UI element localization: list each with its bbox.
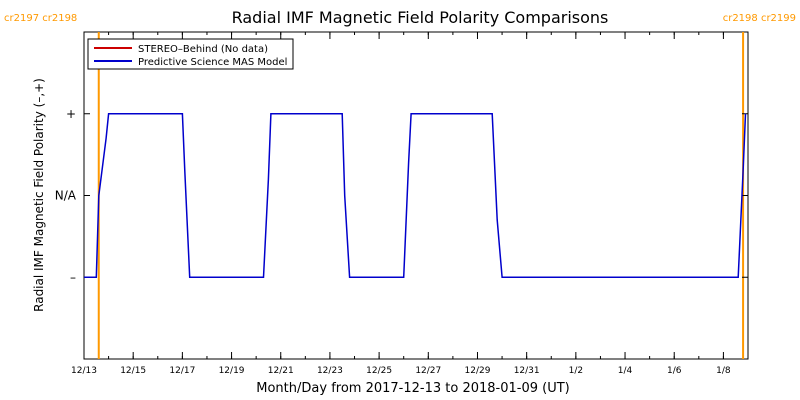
legend-label-mas-model: Predictive Science MAS Model xyxy=(138,57,287,68)
series-layer xyxy=(84,113,747,279)
x-tick-label: 12/17 xyxy=(169,366,195,376)
y-axis: + N/A – xyxy=(55,107,748,284)
x-tick-label: 12/29 xyxy=(465,366,491,376)
x-axis-label: Month/Day from 2017-12-13 to 2018-01-09 … xyxy=(256,381,569,396)
legend-box xyxy=(87,38,294,70)
x-tick-label: 1/4 xyxy=(618,366,633,376)
x-tick-label: 1/2 xyxy=(569,366,583,376)
x-tick-label: 12/23 xyxy=(317,366,343,376)
x-tick-label: 12/21 xyxy=(268,366,294,376)
x-tick-label: 12/27 xyxy=(415,366,441,376)
plot-frame xyxy=(83,31,749,360)
x-tick-label: 12/15 xyxy=(120,366,146,376)
y-tick-label: N/A xyxy=(55,189,77,203)
x-tick-label: 1/6 xyxy=(667,366,682,376)
series-line-mas-model xyxy=(84,113,747,279)
x-axis: 12/13 12/15 12/17 12/19 12/21 12/23 12/25 12/27… xyxy=(71,32,749,376)
y-tick-label: + xyxy=(66,107,76,121)
carrington-marker-label: cr2198 cr2199 xyxy=(723,13,796,24)
y-tick-label: – xyxy=(70,270,76,284)
legend-label-stereo: STEREO–Behind (No data) xyxy=(138,44,268,55)
x-tick-label: 1/8 xyxy=(716,366,731,376)
chart-title: Radial IMF Magnetic Field Polarity Compa… xyxy=(232,8,609,27)
legend: STEREO–Behind (No data) Predictive Scien… xyxy=(87,38,294,70)
x-tick-label: 12/13 xyxy=(71,366,97,376)
x-tick-label: 12/25 xyxy=(366,366,392,376)
y-axis-label: Radial IMF Magnetic Field Polarity (–,+) xyxy=(32,78,46,312)
x-tick-label: 12/31 xyxy=(514,366,540,376)
x-tick-label: 12/19 xyxy=(219,366,245,376)
carrington-marker-label: cr2197 cr2198 xyxy=(4,13,77,24)
